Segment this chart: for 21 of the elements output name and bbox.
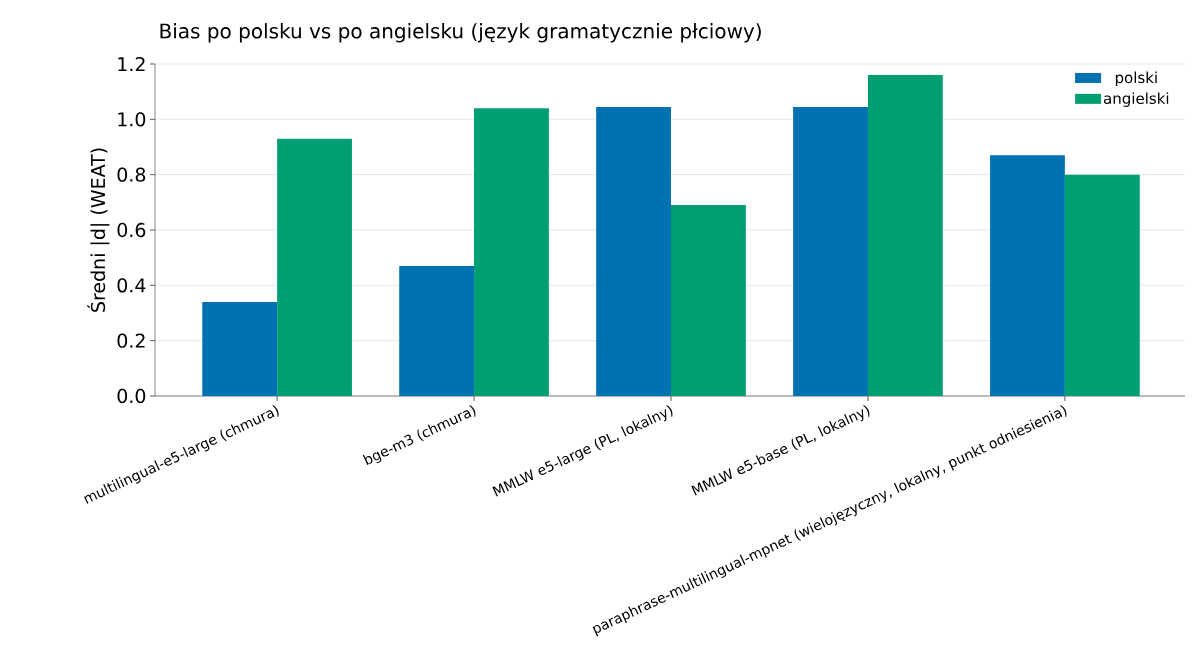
y-tick-label: 0.0 xyxy=(117,388,146,404)
legend-label: polski xyxy=(1115,71,1157,87)
y-tick-label: 1.0 xyxy=(118,112,146,127)
bar xyxy=(793,106,868,396)
bar xyxy=(1064,174,1140,396)
bar xyxy=(474,108,549,396)
y-tick-label: 0.8 xyxy=(117,167,146,182)
bar xyxy=(399,265,475,396)
legend-label: angielski xyxy=(1103,92,1169,107)
bar xyxy=(990,155,1065,396)
bar xyxy=(596,106,671,396)
bar xyxy=(867,75,943,396)
y-tick-label: 0.6 xyxy=(117,222,146,238)
bar xyxy=(202,301,278,396)
y-axis-title: Średni |d| (WEAT) xyxy=(87,148,110,312)
bar xyxy=(671,205,746,396)
y-tick-label: 0.4 xyxy=(117,278,146,293)
y-tick-label: 0.2 xyxy=(117,333,145,348)
bar xyxy=(277,138,352,396)
y-tick-label: 1.2 xyxy=(118,56,145,72)
chart-title: Bias po polsku vs po angielsku (język gramatycznie płciowy) xyxy=(160,23,761,43)
